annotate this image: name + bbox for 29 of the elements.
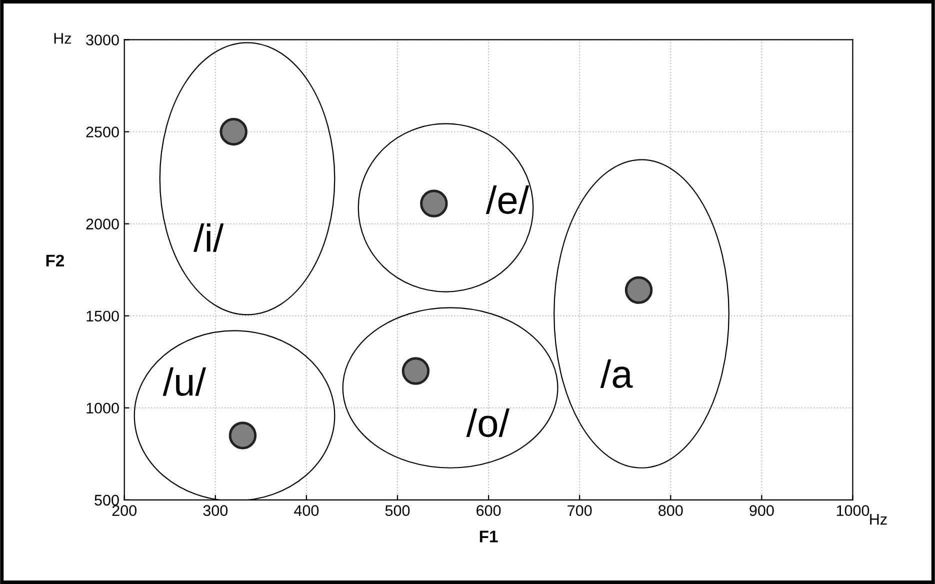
x-tick-label: 1000 bbox=[836, 505, 870, 516]
y-tick-label: 1000 bbox=[86, 402, 119, 414]
x-tick-label: 500 bbox=[385, 505, 410, 516]
annotation: /o/ bbox=[466, 408, 510, 438]
point bbox=[220, 118, 248, 146]
y-tick-label: 1500 bbox=[86, 310, 119, 322]
x-tick-label: 800 bbox=[658, 505, 683, 516]
x-tick-label: 700 bbox=[568, 505, 592, 516]
point bbox=[228, 422, 257, 450]
text: Hz bbox=[54, 33, 72, 44]
y-tick-label: 500 bbox=[94, 494, 119, 506]
y-tick-label: 3000 bbox=[86, 34, 119, 46]
annotation: /e/ bbox=[486, 185, 530, 214]
y-tick-label: 2000 bbox=[86, 218, 119, 230]
annotation: /u/ bbox=[162, 367, 206, 396]
x-axis-title: F1 bbox=[480, 530, 498, 542]
y-axis-title: F2 bbox=[46, 254, 64, 266]
point bbox=[420, 190, 448, 218]
y-tick-label: 2500 bbox=[86, 126, 119, 138]
text: Hz bbox=[870, 514, 887, 525]
x-tick-label: 200 bbox=[112, 505, 137, 516]
point bbox=[624, 276, 653, 304]
annotation: /a bbox=[600, 359, 633, 388]
annotation: /i/ bbox=[193, 223, 224, 252]
point bbox=[402, 357, 430, 385]
x-tick-label: 300 bbox=[203, 505, 228, 516]
x-tick-label: 400 bbox=[294, 505, 319, 516]
x-tick-label: 900 bbox=[750, 505, 774, 516]
x-tick-label: 600 bbox=[476, 505, 501, 516]
